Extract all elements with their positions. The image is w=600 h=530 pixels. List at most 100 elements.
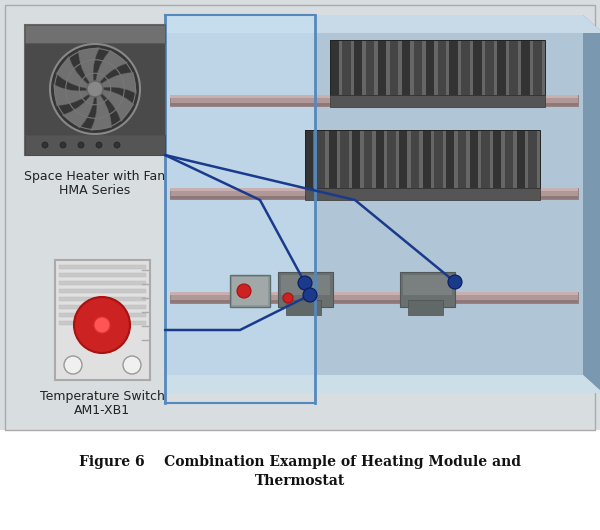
Bar (170, 188, 578, 191)
Bar (305, 130, 540, 188)
Bar (525, 130, 528, 188)
Bar (434, 40, 437, 95)
Bar (59, 289, 146, 293)
Circle shape (87, 81, 103, 97)
Circle shape (123, 356, 141, 374)
Circle shape (237, 284, 251, 298)
Bar (25, 135, 165, 155)
Bar (342, 40, 350, 95)
Bar (232, 277, 268, 305)
Bar (354, 40, 362, 95)
Bar (449, 40, 458, 95)
Bar (59, 265, 146, 269)
Bar (494, 40, 497, 95)
Text: HMA Series: HMA Series (59, 184, 131, 197)
Bar (533, 40, 542, 95)
Bar (25, 25, 165, 155)
Circle shape (114, 142, 120, 148)
Bar (386, 40, 390, 95)
Bar (372, 130, 376, 188)
Bar (313, 130, 317, 188)
Bar (170, 300, 578, 303)
Bar (364, 130, 372, 188)
Polygon shape (53, 84, 89, 106)
Bar (374, 40, 378, 95)
Bar (399, 130, 407, 188)
Text: AM1-XB1: AM1-XB1 (74, 404, 130, 417)
Polygon shape (101, 90, 134, 122)
Bar (59, 297, 146, 301)
Bar (398, 40, 401, 95)
Bar (317, 130, 325, 188)
Circle shape (283, 293, 293, 303)
Text: Thermostat: Thermostat (255, 474, 345, 488)
Bar (411, 130, 419, 188)
Bar (325, 130, 329, 188)
Bar (337, 130, 340, 188)
Bar (305, 130, 313, 188)
Bar (25, 43, 165, 135)
Bar (470, 130, 478, 188)
Bar (349, 130, 352, 188)
Polygon shape (95, 50, 128, 82)
Bar (454, 130, 458, 188)
Polygon shape (78, 47, 100, 83)
Bar (170, 103, 578, 106)
Bar (165, 15, 583, 375)
Bar (530, 40, 533, 95)
Bar (478, 130, 481, 188)
Bar (403, 275, 452, 295)
Bar (387, 130, 396, 188)
Circle shape (303, 288, 317, 302)
Bar (466, 130, 470, 188)
Bar (59, 305, 146, 309)
Bar (431, 130, 434, 188)
Text: Space Heater with Fan: Space Heater with Fan (25, 170, 166, 183)
Bar (59, 313, 146, 317)
Bar (350, 40, 354, 95)
Bar (55, 260, 150, 380)
Bar (446, 40, 449, 95)
Bar (384, 130, 387, 188)
Bar (470, 40, 473, 95)
Bar (482, 40, 485, 95)
Bar (281, 275, 330, 295)
Bar (513, 130, 517, 188)
Polygon shape (62, 95, 94, 128)
Bar (473, 40, 482, 95)
Circle shape (60, 142, 66, 148)
Bar (458, 40, 461, 95)
Bar (517, 130, 525, 188)
Text: Temperature Switch: Temperature Switch (40, 390, 164, 403)
Bar (521, 40, 530, 95)
Bar (537, 130, 540, 188)
Bar (338, 40, 342, 95)
Bar (170, 95, 578, 98)
Bar (170, 292, 578, 295)
Circle shape (42, 142, 48, 148)
Circle shape (64, 356, 82, 374)
Bar (25, 25, 165, 43)
Bar (330, 40, 338, 95)
Bar (59, 321, 146, 325)
Bar (59, 273, 146, 277)
Polygon shape (583, 15, 600, 393)
Bar (376, 130, 384, 188)
Bar (170, 196, 578, 199)
Bar (340, 130, 349, 188)
Circle shape (94, 317, 110, 333)
Bar (419, 130, 422, 188)
Bar (461, 40, 470, 95)
Bar (390, 40, 398, 95)
Bar (446, 130, 454, 188)
Bar (505, 130, 513, 188)
Bar (542, 40, 545, 95)
Circle shape (50, 44, 140, 134)
Bar (458, 130, 466, 188)
Bar (485, 40, 494, 95)
Bar (286, 300, 321, 315)
Bar (330, 40, 545, 95)
Circle shape (298, 276, 312, 290)
Bar (378, 40, 386, 95)
Bar (329, 130, 337, 188)
